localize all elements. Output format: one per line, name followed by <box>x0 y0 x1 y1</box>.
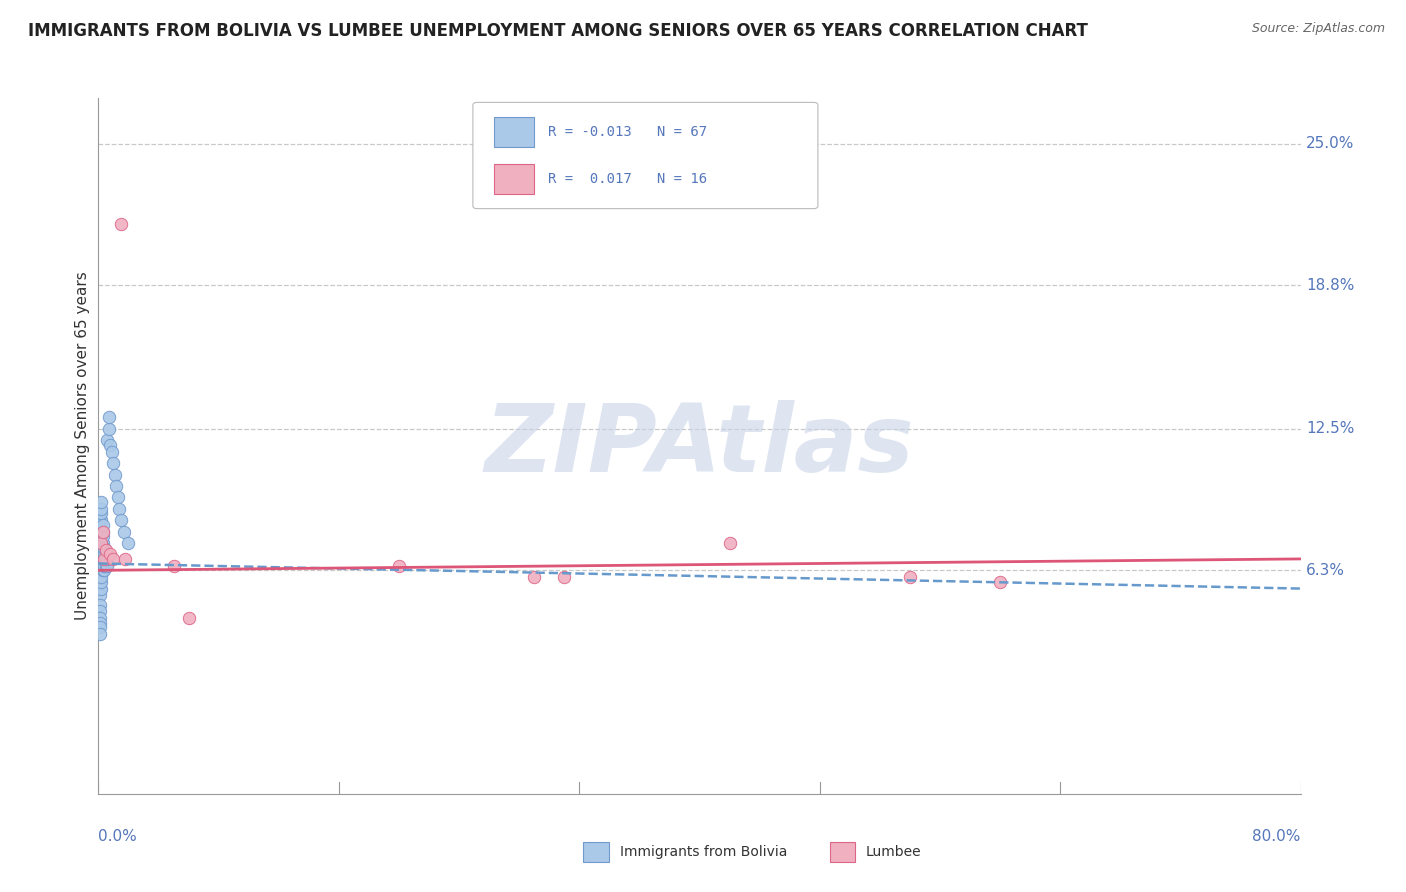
Point <box>90 582 112 596</box>
Point <box>89 547 111 561</box>
Point <box>90 547 112 561</box>
Point <box>103 552 125 566</box>
Point <box>89 524 111 539</box>
Point <box>93 541 115 555</box>
Point <box>91 558 114 573</box>
Point <box>91 536 114 550</box>
Point <box>90 558 112 573</box>
Point <box>93 547 115 561</box>
Point <box>162 558 184 573</box>
Text: 6.3%: 6.3% <box>1306 563 1346 578</box>
Point <box>94 552 117 566</box>
Text: 25.0%: 25.0% <box>1306 136 1354 152</box>
Text: Source: ZipAtlas.com: Source: ZipAtlas.com <box>1251 22 1385 36</box>
Point <box>110 217 132 231</box>
Point <box>96 434 118 448</box>
Point <box>96 552 118 566</box>
Text: R = -0.013   N = 67: R = -0.013 N = 67 <box>548 125 707 139</box>
Point <box>89 615 111 630</box>
Point <box>100 547 122 561</box>
Point <box>108 501 131 516</box>
Point <box>117 536 139 550</box>
Text: Lumbee: Lumbee <box>866 845 922 859</box>
Point <box>97 410 120 425</box>
Point <box>89 611 111 625</box>
Text: ZIPAtlas: ZIPAtlas <box>485 400 914 492</box>
Point <box>90 536 112 550</box>
Text: IMMIGRANTS FROM BOLIVIA VS LUMBEE UNEMPLOYMENT AMONG SENIORS OVER 65 YEARS CORRE: IMMIGRANTS FROM BOLIVIA VS LUMBEE UNEMPL… <box>28 22 1088 40</box>
Point <box>553 570 575 584</box>
Point <box>91 524 114 539</box>
Point <box>177 611 200 625</box>
Point <box>110 513 132 527</box>
Point <box>90 563 112 577</box>
Point <box>91 517 114 532</box>
Point <box>93 558 115 573</box>
Point <box>89 552 111 566</box>
Point <box>718 536 741 550</box>
Point <box>91 563 114 577</box>
Point <box>94 547 117 561</box>
Point <box>89 582 111 596</box>
Point <box>97 422 120 436</box>
Point <box>94 542 117 557</box>
Point <box>388 558 411 573</box>
Point <box>90 552 112 566</box>
Point <box>114 552 136 566</box>
Point <box>112 524 135 539</box>
Point <box>89 574 111 589</box>
Point <box>104 467 127 482</box>
Point <box>89 589 111 603</box>
Point <box>89 541 111 555</box>
Point <box>898 570 921 584</box>
Point <box>89 506 111 520</box>
Point <box>90 574 112 589</box>
Point <box>90 541 112 555</box>
Point <box>89 513 111 527</box>
Point <box>103 456 125 470</box>
Point <box>91 524 114 539</box>
Point <box>107 491 129 505</box>
Point <box>89 563 111 577</box>
Point <box>90 529 112 543</box>
Point <box>89 627 111 641</box>
Point <box>105 479 128 493</box>
Point <box>89 520 111 534</box>
Point <box>94 558 117 573</box>
Point <box>89 536 111 550</box>
Point <box>91 552 114 566</box>
Text: Immigrants from Bolivia: Immigrants from Bolivia <box>620 845 787 859</box>
Text: R =  0.017   N = 16: R = 0.017 N = 16 <box>548 172 707 186</box>
Point <box>523 570 546 584</box>
Point <box>90 524 112 539</box>
Point <box>89 620 111 634</box>
Point <box>90 513 112 527</box>
Point <box>93 552 115 566</box>
Point <box>91 529 114 543</box>
Text: 12.5%: 12.5% <box>1306 421 1354 436</box>
Point <box>89 604 111 618</box>
Point <box>93 563 115 577</box>
Point <box>91 547 114 561</box>
Point <box>90 536 112 550</box>
Text: 18.8%: 18.8% <box>1306 277 1354 293</box>
Point <box>96 558 118 573</box>
Text: 0.0%: 0.0% <box>98 829 138 844</box>
Point <box>988 574 1011 589</box>
Point <box>90 495 112 509</box>
Point <box>90 506 112 520</box>
Point <box>89 529 111 543</box>
Point <box>91 541 114 555</box>
Text: 80.0%: 80.0% <box>1253 829 1301 844</box>
Point <box>90 501 112 516</box>
Point <box>100 438 122 452</box>
Point <box>89 598 111 612</box>
Y-axis label: Unemployment Among Seniors over 65 years: Unemployment Among Seniors over 65 years <box>75 272 90 620</box>
Point <box>101 444 124 458</box>
Point <box>89 570 111 584</box>
Point <box>93 552 115 566</box>
Point <box>90 570 112 584</box>
